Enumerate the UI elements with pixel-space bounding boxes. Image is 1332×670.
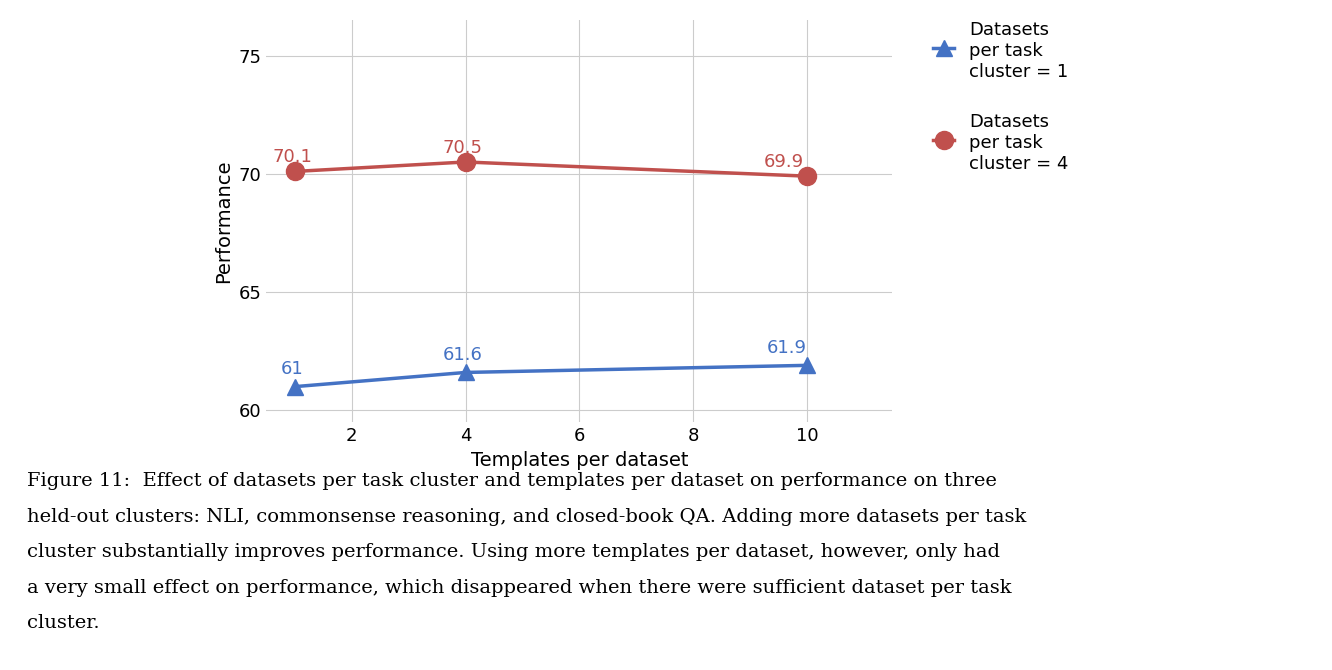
Text: 70.5: 70.5 <box>442 139 482 157</box>
Text: cluster substantially improves performance. Using more templates per dataset, ho: cluster substantially improves performan… <box>27 543 999 561</box>
Text: 61: 61 <box>281 360 304 379</box>
Text: held-out clusters: NLI, commonsense reasoning, and closed-book QA. Adding more d: held-out clusters: NLI, commonsense reas… <box>27 508 1026 526</box>
Text: 70.1: 70.1 <box>272 148 312 166</box>
Text: a very small effect on performance, which disappeared when there were sufficient: a very small effect on performance, whic… <box>27 579 1011 597</box>
Text: cluster.: cluster. <box>27 614 100 632</box>
Text: Figure 11:  Effect of datasets per task cluster and templates per dataset on per: Figure 11: Effect of datasets per task c… <box>27 472 996 490</box>
Text: 61.6: 61.6 <box>442 346 482 364</box>
Text: 69.9: 69.9 <box>765 153 805 171</box>
Legend: Datasets
per task
cluster = 1, Datasets
per task
cluster = 4: Datasets per task cluster = 1, Datasets … <box>932 21 1068 173</box>
Y-axis label: Performance: Performance <box>214 159 233 283</box>
Text: 61.9: 61.9 <box>767 339 807 357</box>
X-axis label: Templates per dataset: Templates per dataset <box>470 450 689 470</box>
